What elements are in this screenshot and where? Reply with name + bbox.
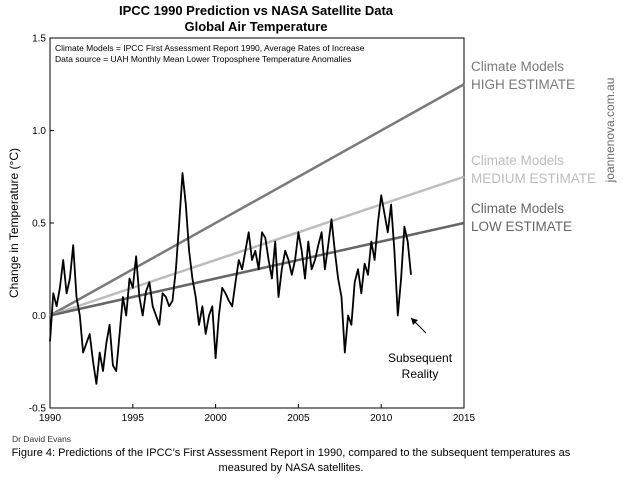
chart-title: IPCC 1990 Prediction vs NASA Satellite D…	[119, 3, 394, 18]
figure-caption: Figure 4: Predictions of the IPCC’s Firs…	[11, 447, 571, 474]
low-estimate-line	[49, 221, 465, 317]
y-axis-label: Change in Temperature (°C)	[7, 148, 21, 298]
reality-annotation: Subsequent Reality	[388, 317, 453, 381]
y-axis: -0.5 0.0 0.5 1.0 1.5	[29, 34, 54, 415]
x-tick-label: 2005	[287, 413, 310, 424]
label-high-line2: HIGH ESTIMATE	[471, 77, 575, 92]
x-tick-label: 1990	[39, 413, 62, 424]
y-tick-label: -0.5	[29, 404, 47, 415]
x-tick-label: 2010	[370, 413, 393, 424]
label-medium-line2: MEDIUM ESTIMATE	[471, 171, 596, 186]
high-estimate-line	[49, 83, 465, 317]
label-low-line2: LOW ESTIMATE	[471, 219, 572, 234]
y-tick-label: 1.0	[32, 126, 46, 137]
y-tick-label: 0.5	[32, 219, 46, 230]
label-high-line1: Climate Models	[471, 59, 564, 74]
label-medium-line1: Climate Models	[471, 153, 564, 168]
x-axis: 1990 1995 2000 2005 2010 2015	[39, 404, 476, 424]
chart-subtitle: Global Air Temperature	[184, 19, 327, 34]
medium-estimate-line	[49, 175, 465, 317]
y-tick-label: 0.0	[32, 311, 46, 322]
y-tick-label: 1.5	[32, 34, 46, 45]
label-high: Climate Models HIGH ESTIMATE	[471, 59, 575, 92]
note-source: Data source = UAH Monthly Mean Lower Tro…	[55, 54, 351, 64]
reality-label-line1: Subsequent	[388, 351, 453, 365]
label-medium: Climate Models MEDIUM ESTIMATE	[471, 153, 596, 186]
label-low-line1: Climate Models	[471, 201, 564, 216]
watermark: joannenova.com.au	[603, 78, 617, 184]
observed-series	[49, 172, 412, 385]
label-low: Climate Models LOW ESTIMATE	[471, 201, 572, 234]
x-tick-label: 2000	[204, 413, 227, 424]
note-models: Climate Models = IPCC First Assessment R…	[55, 43, 365, 53]
reality-arrowhead	[411, 318, 418, 325]
projection-lines	[49, 83, 465, 317]
reality-label-line2: Reality	[402, 367, 439, 381]
x-tick-label: 2015	[453, 413, 476, 424]
credit: Dr David Evans	[12, 434, 71, 444]
observed-line	[49, 172, 412, 385]
plot-area: -0.5 0.0 0.5 1.0 1.5 1990 1995 2000 2005 2010 201…	[29, 34, 476, 425]
x-tick-label: 1995	[122, 413, 145, 424]
